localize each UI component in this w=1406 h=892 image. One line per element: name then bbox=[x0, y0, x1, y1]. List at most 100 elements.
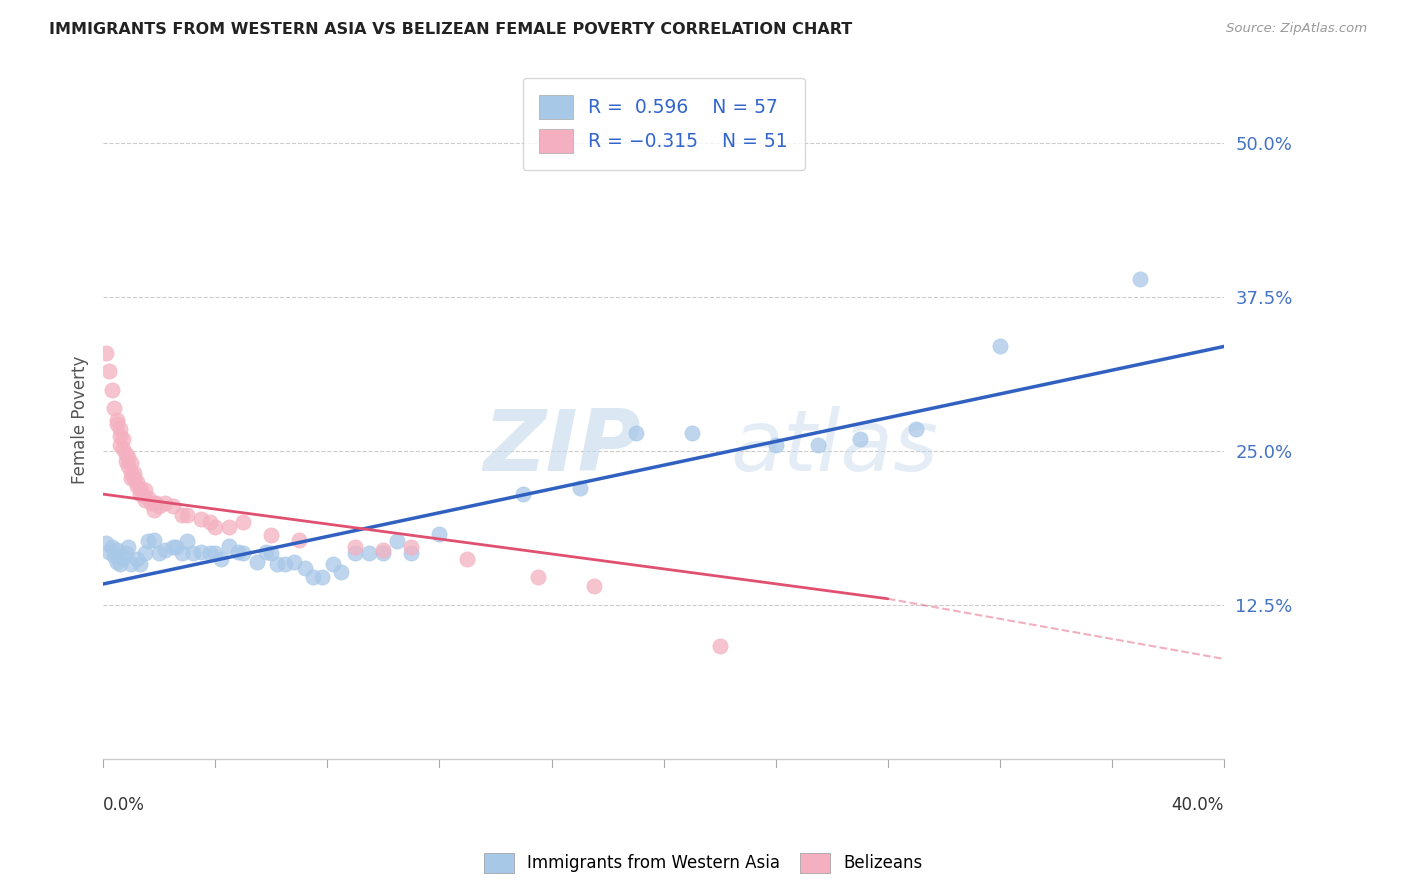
Point bbox=[94, 345, 117, 359]
Point bbox=[807, 438, 830, 452]
Point bbox=[204, 520, 226, 534]
Point bbox=[117, 450, 139, 465]
Point bbox=[114, 454, 136, 468]
Point bbox=[302, 569, 325, 583]
Point bbox=[456, 552, 478, 566]
Point bbox=[190, 512, 212, 526]
Point bbox=[114, 546, 136, 560]
Text: atlas: atlas bbox=[731, 406, 939, 489]
Point bbox=[105, 417, 128, 431]
Point bbox=[260, 546, 283, 560]
Point bbox=[111, 551, 134, 566]
Point bbox=[108, 422, 131, 436]
Point bbox=[254, 545, 277, 559]
Point bbox=[142, 496, 165, 510]
Point bbox=[218, 539, 240, 553]
Point bbox=[1129, 271, 1152, 285]
Point bbox=[153, 542, 176, 557]
Point bbox=[246, 555, 269, 569]
Legend: Immigrants from Western Asia, Belizeans: Immigrants from Western Asia, Belizeans bbox=[477, 847, 929, 880]
Point bbox=[134, 493, 156, 508]
Text: IMMIGRANTS FROM WESTERN ASIA VS BELIZEAN FEMALE POVERTY CORRELATION CHART: IMMIGRANTS FROM WESTERN ASIA VS BELIZEAN… bbox=[49, 22, 852, 37]
Point bbox=[681, 425, 703, 440]
Point bbox=[108, 429, 131, 443]
Point bbox=[165, 540, 187, 554]
Point bbox=[274, 558, 297, 572]
Point bbox=[190, 545, 212, 559]
Point bbox=[849, 432, 872, 446]
Point bbox=[134, 546, 156, 560]
Point bbox=[111, 442, 134, 456]
Point bbox=[103, 549, 125, 563]
Point bbox=[218, 520, 240, 534]
Point bbox=[139, 496, 162, 510]
Point bbox=[108, 438, 131, 452]
Point bbox=[94, 536, 117, 550]
Point bbox=[232, 516, 254, 530]
Point bbox=[145, 496, 167, 510]
Point bbox=[128, 481, 150, 495]
Point bbox=[294, 561, 316, 575]
Point bbox=[344, 540, 367, 554]
Point bbox=[260, 528, 283, 542]
Point bbox=[162, 500, 184, 514]
Point bbox=[114, 446, 136, 460]
Point bbox=[97, 364, 120, 378]
Point bbox=[120, 558, 142, 572]
Point bbox=[387, 533, 409, 548]
Point bbox=[122, 471, 145, 485]
Text: 0.0%: 0.0% bbox=[103, 796, 145, 814]
Point bbox=[125, 552, 148, 566]
Point bbox=[97, 545, 120, 559]
Text: ZIP: ZIP bbox=[484, 406, 641, 489]
Point bbox=[111, 432, 134, 446]
Point bbox=[176, 533, 198, 548]
Point bbox=[624, 425, 647, 440]
Point bbox=[330, 565, 353, 579]
Point bbox=[266, 558, 288, 572]
Point bbox=[322, 558, 344, 572]
Point bbox=[148, 546, 170, 560]
Point bbox=[120, 471, 142, 485]
Y-axis label: Female Poverty: Female Poverty bbox=[72, 356, 89, 484]
Point bbox=[765, 438, 787, 452]
Point bbox=[120, 456, 142, 470]
Point bbox=[198, 546, 221, 560]
Point bbox=[120, 467, 142, 481]
Point bbox=[105, 555, 128, 569]
Point bbox=[401, 546, 423, 560]
Point bbox=[283, 555, 305, 569]
Point bbox=[288, 533, 311, 547]
Point bbox=[100, 540, 122, 554]
Point bbox=[128, 558, 150, 572]
Point bbox=[709, 639, 731, 653]
Point bbox=[359, 546, 381, 560]
Point bbox=[373, 542, 395, 557]
Point bbox=[209, 552, 232, 566]
Point bbox=[103, 401, 125, 415]
Point bbox=[170, 546, 193, 560]
Point bbox=[134, 483, 156, 498]
Point bbox=[142, 533, 165, 547]
Legend: R =  0.596    N = 57, R = −0.315    N = 51: R = 0.596 N = 57, R = −0.315 N = 51 bbox=[523, 78, 804, 169]
Point bbox=[344, 546, 367, 560]
Point bbox=[512, 487, 534, 501]
Point bbox=[148, 500, 170, 514]
Point bbox=[904, 422, 927, 436]
Point bbox=[108, 558, 131, 572]
Point bbox=[568, 481, 591, 495]
Point bbox=[105, 542, 128, 557]
Point bbox=[988, 339, 1011, 353]
Point bbox=[198, 516, 221, 530]
Point bbox=[105, 413, 128, 427]
Point bbox=[401, 540, 423, 554]
Point bbox=[128, 487, 150, 501]
Point bbox=[142, 503, 165, 517]
Point bbox=[232, 546, 254, 560]
Point bbox=[117, 458, 139, 473]
Point bbox=[181, 546, 204, 560]
Point bbox=[373, 546, 395, 560]
Point bbox=[100, 383, 122, 397]
Text: Source: ZipAtlas.com: Source: ZipAtlas.com bbox=[1226, 22, 1367, 36]
Point bbox=[311, 569, 333, 583]
